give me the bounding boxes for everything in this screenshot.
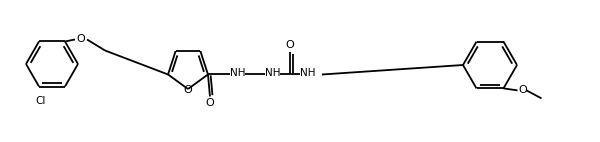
Text: O: O	[184, 85, 193, 95]
Text: Cl: Cl	[36, 96, 46, 106]
Text: O: O	[518, 85, 527, 95]
Text: NH: NH	[300, 68, 316, 79]
Text: O: O	[286, 40, 295, 51]
Text: O: O	[77, 35, 85, 44]
Text: NH: NH	[230, 68, 246, 79]
Text: O: O	[206, 99, 214, 108]
Text: NH: NH	[265, 68, 281, 79]
